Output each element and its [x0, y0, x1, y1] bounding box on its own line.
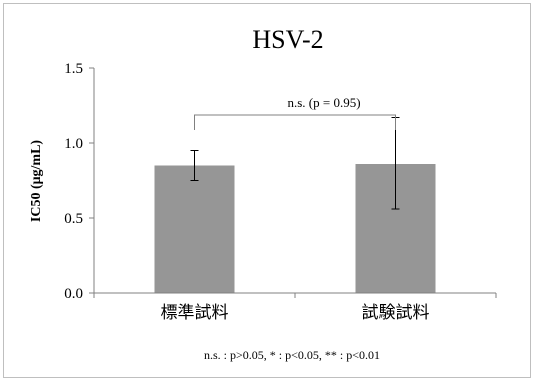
significance-bracket [194, 114, 396, 130]
chart-title: HSV-2 [252, 25, 323, 54]
y-tick-label: 1.0 [64, 136, 83, 152]
significance-footnote: n.s. : p>0.05, * : p<0.05, ** : p<0.01 [204, 348, 380, 362]
significance-annotation: n.s. (p = 0.95) [287, 95, 360, 110]
x-axis: 標準試料 試験試料 [93, 292, 497, 322]
x-tick-label: 試験試料 [362, 303, 430, 322]
y-tick-label: 0.5 [64, 211, 83, 227]
bars [154, 117, 436, 293]
y-tick-label: 1.5 [64, 61, 83, 77]
chart-frame [3, 3, 531, 378]
error-bar [190, 150, 199, 181]
x-tick-label: 標準試料 [161, 303, 229, 322]
y-axis: 0.0 0.5 1.0 1.5 [64, 61, 95, 302]
y-tick-label: 0.0 [64, 286, 83, 302]
bar [154, 165, 235, 293]
y-axis-label: IC50 (μg/mL) [29, 140, 44, 223]
